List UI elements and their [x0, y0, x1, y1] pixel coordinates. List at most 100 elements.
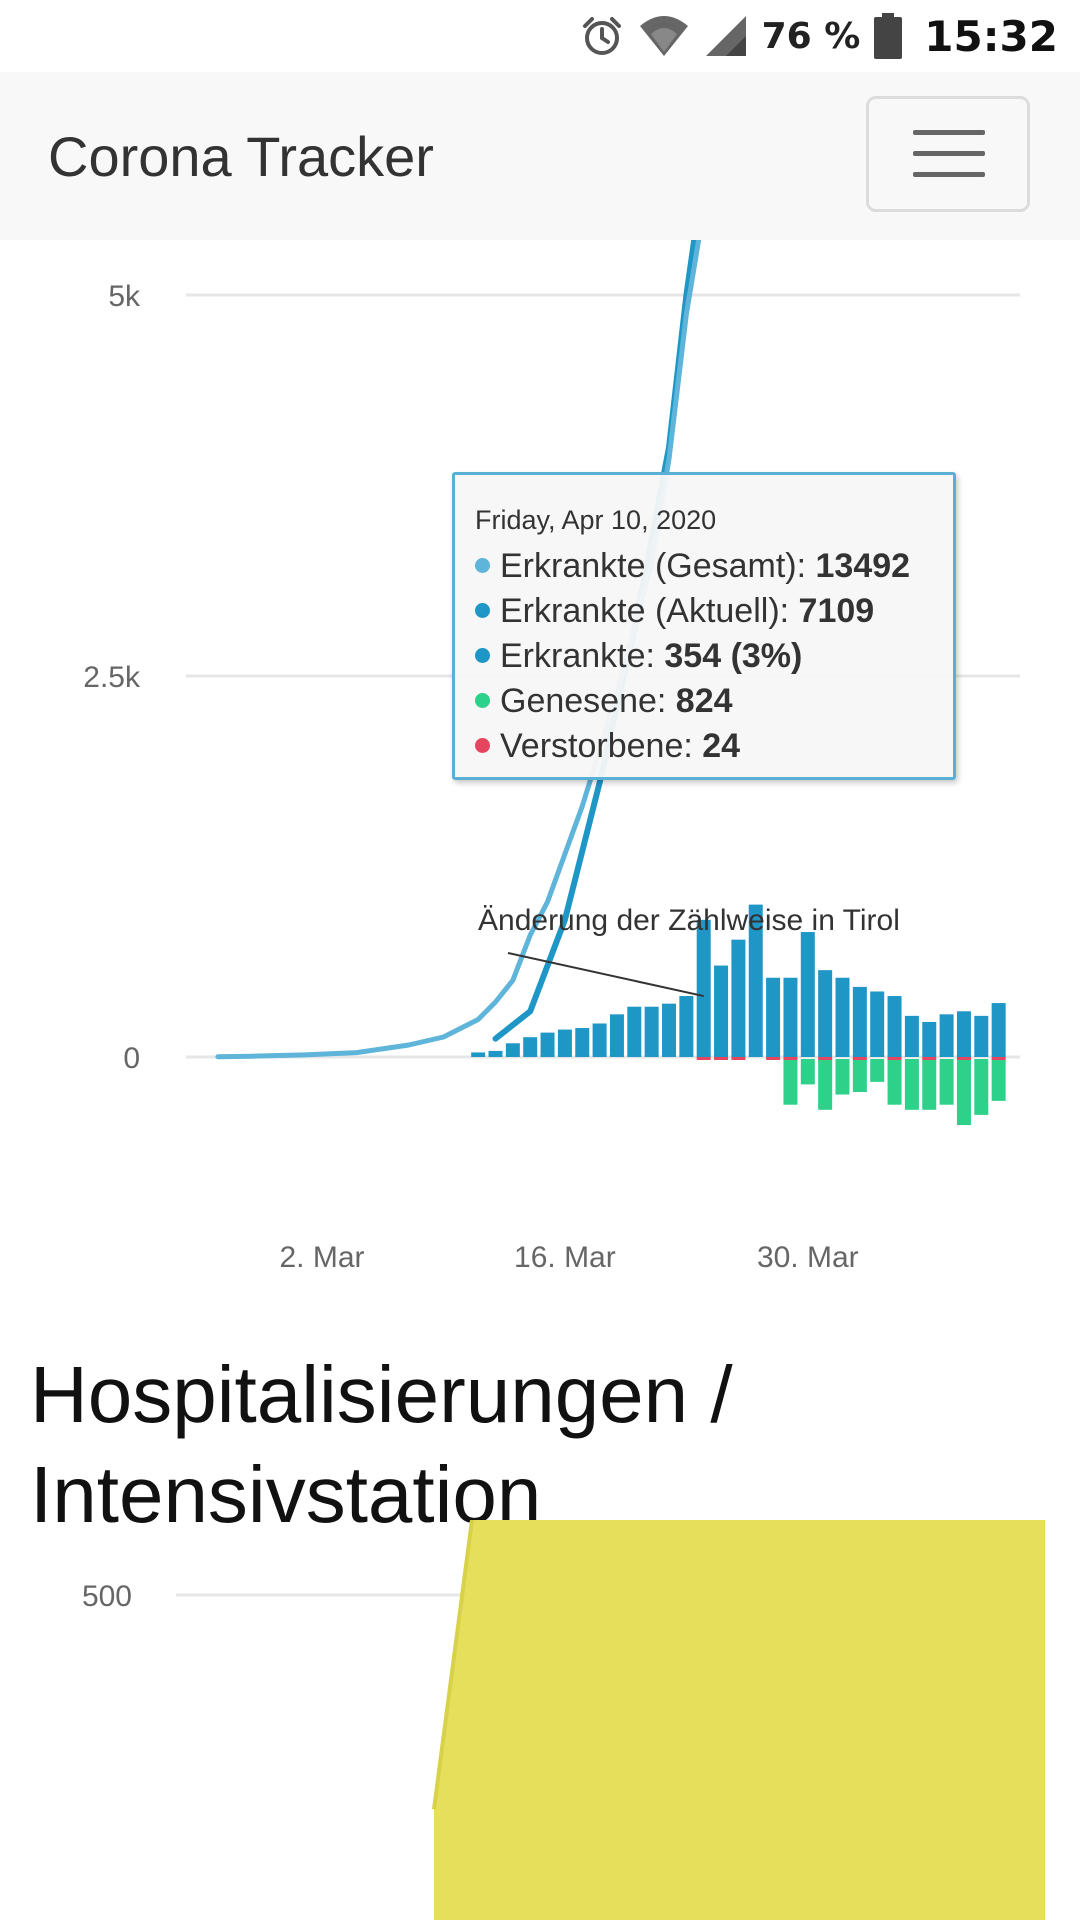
new-cases-bar [852, 986, 867, 1057]
new-cases-bar [696, 919, 711, 1057]
tooltip-row-total: Erkrankte (Gesamt): 13492 [475, 547, 910, 586]
tooltip-row-recovered: Genesene: 824 [475, 682, 733, 721]
deaths-bar [766, 1057, 781, 1060]
area-series [432, 1520, 1046, 1920]
new-cases-bar [904, 1015, 919, 1057]
tooltip-value: 7109 [798, 592, 875, 630]
tooltip-label: Erkrankte (Gesamt): [500, 547, 816, 585]
y-tick-labels: 50010001500 [82, 1580, 132, 1613]
y-tick-label: 2.5k [83, 661, 141, 694]
annotation: Änderung der Zählweise in Tirol [478, 904, 900, 998]
chart-tooltip: Friday, Apr 10, 2020 Erkrankte (Gesamt):… [452, 472, 956, 780]
x-axis: 2. Mar 16. Mar 30. Mar [279, 1241, 859, 1274]
tooltip-label: Verstorbene: [500, 727, 703, 765]
new-cases-bar [991, 1003, 1006, 1057]
x-tick-label: 30. Mar [757, 1241, 859, 1274]
new-cases-bar [731, 939, 746, 1057]
new-cases-bar [748, 904, 763, 1057]
line-series [215, 240, 702, 1060]
recovered-bar [852, 1059, 867, 1093]
recovered-bar [991, 1059, 1006, 1101]
recovered-bar [887, 1059, 902, 1105]
deaths-bar [852, 1057, 867, 1060]
new-cases-bar [870, 991, 885, 1057]
recovered-bar [974, 1059, 989, 1115]
new-cases-bar [714, 965, 729, 1057]
hamburger-menu-icon-bar [913, 172, 985, 177]
section-title-hospitalizations: Hospitalisierungen / Intensivstation [30, 1350, 733, 1539]
deaths-bar [887, 1057, 902, 1060]
hospital-chart: 50010001500 [82, 1520, 1046, 1920]
new-cases-bar [766, 977, 781, 1057]
deaths-bar [714, 1057, 729, 1060]
recovered-bar [835, 1059, 850, 1095]
new-cases-bar [592, 1023, 607, 1057]
menu-toggle-button[interactable] [866, 96, 1030, 212]
deaths-bar [783, 1057, 798, 1060]
deaths-bar [956, 1057, 971, 1060]
new-cases-bar [835, 977, 850, 1057]
series-marker-icon [475, 602, 490, 618]
hamburger-menu-icon-bar [913, 151, 985, 156]
recovered-bar [783, 1059, 798, 1105]
app-brand[interactable]: Corona Tracker [48, 125, 434, 188]
new-cases-bar [471, 1052, 486, 1057]
new-cases-bar [922, 1021, 937, 1057]
series-marker-icon [475, 647, 490, 663]
hospitalized-area [434, 1520, 1046, 1920]
alarm-clock-icon [582, 17, 621, 55]
current-cases-line [492, 240, 698, 1042]
y-tick-label: 0 [123, 1042, 140, 1075]
deaths-bar [818, 1057, 833, 1060]
new-cases-bar [662, 1003, 676, 1057]
status-bar: 76 % 15:32 [0, 0, 1080, 72]
new-cases-bar [887, 996, 902, 1057]
hamburger-menu-icon [913, 130, 985, 135]
battery-icon [874, 13, 903, 59]
wifi-icon [639, 16, 688, 56]
recovered-bar [939, 1059, 954, 1105]
new-cases-bar [523, 1037, 538, 1057]
tooltip-value: 13492 [815, 547, 911, 585]
new-cases-bar [974, 1015, 989, 1057]
tooltip-row-deaths: Verstorbene: 24 [475, 727, 740, 766]
deaths-bar [731, 1057, 746, 1060]
recovered-bar [904, 1059, 919, 1110]
deaths-bar [922, 1057, 937, 1060]
recovered-bar [922, 1059, 937, 1110]
new-cases-bar [956, 1011, 971, 1057]
x-tick-label: 2. Mar [279, 1241, 364, 1274]
recovered-bar [818, 1059, 833, 1110]
tooltip-value: 354 (3%) [664, 637, 803, 675]
tooltip-label: Erkrankte: [500, 637, 665, 675]
y-tick-label: 500 [82, 1580, 132, 1613]
annotation-connector [507, 952, 704, 998]
new-cases-bar [540, 1032, 555, 1057]
total-cases-line [215, 240, 702, 1060]
tooltip-label: Genesene: [500, 682, 676, 720]
recovered-bar [870, 1059, 885, 1082]
tooltip-value: 824 [675, 682, 733, 720]
tooltip-row-new: Erkrankte: 354 (3%) [475, 637, 802, 676]
series-marker-icon [475, 557, 490, 573]
cell-signal-icon [705, 16, 746, 56]
clock: 15:32 [924, 11, 1058, 61]
new-cases-bar [679, 996, 694, 1057]
new-cases-bar [627, 1006, 642, 1057]
new-cases-bar [644, 1006, 659, 1057]
x-tick-label: 16. Mar [514, 1241, 616, 1274]
tooltip-label: Erkrankte (Aktuell): [500, 592, 799, 630]
bar-series [471, 904, 1006, 1126]
tooltip-value: 24 [702, 727, 741, 765]
battery-percent: 76 % [761, 15, 861, 57]
new-cases-bar [575, 1028, 590, 1057]
new-cases-bar [505, 1043, 520, 1057]
y-tick-label: 5k [108, 280, 141, 313]
deaths-bar [991, 1057, 1006, 1060]
series-marker-icon [475, 737, 490, 753]
status-icons: 76 % 15:32 [580, 0, 1058, 72]
recovered-bar [956, 1059, 971, 1126]
new-cases-bar [488, 1050, 503, 1057]
y-tick-labels: -2.5k02.5k5k7.5k10k12.5k [83, 280, 141, 1075]
